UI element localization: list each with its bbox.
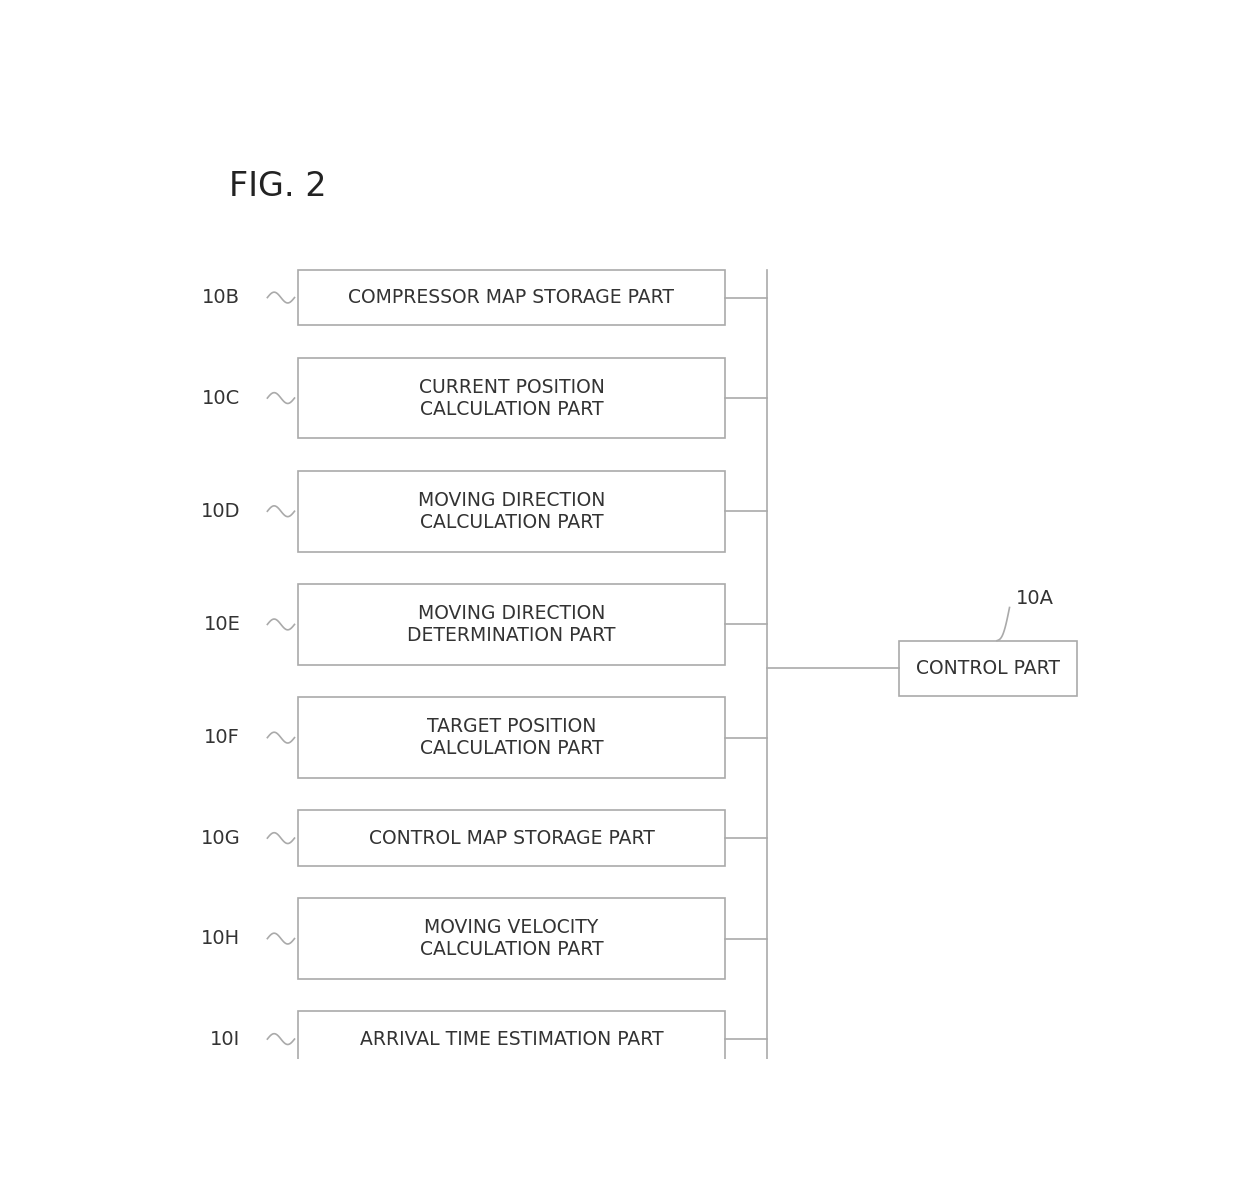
Text: CURRENT POSITION
CALCULATION PART: CURRENT POSITION CALCULATION PART bbox=[419, 377, 604, 419]
FancyBboxPatch shape bbox=[299, 358, 724, 438]
FancyBboxPatch shape bbox=[299, 584, 724, 665]
FancyBboxPatch shape bbox=[299, 697, 724, 778]
Text: 10F: 10F bbox=[205, 728, 241, 747]
Text: 10D: 10D bbox=[201, 502, 241, 521]
Text: MOVING VELOCITY
CALCULATION PART: MOVING VELOCITY CALCULATION PART bbox=[419, 919, 604, 959]
Text: MOVING DIRECTION
CALCULATION PART: MOVING DIRECTION CALCULATION PART bbox=[418, 490, 605, 532]
FancyBboxPatch shape bbox=[299, 1012, 724, 1066]
Text: CONTROL MAP STORAGE PART: CONTROL MAP STORAGE PART bbox=[368, 828, 655, 847]
Text: ARRIVAL TIME ESTIMATION PART: ARRIVAL TIME ESTIMATION PART bbox=[360, 1029, 663, 1048]
Text: 10E: 10E bbox=[203, 615, 241, 634]
Text: 10A: 10A bbox=[1016, 589, 1054, 608]
Text: TARGET POSITION
CALCULATION PART: TARGET POSITION CALCULATION PART bbox=[419, 718, 604, 758]
Text: FIG. 2: FIG. 2 bbox=[228, 170, 326, 202]
Text: MOVING DIRECTION
DETERMINATION PART: MOVING DIRECTION DETERMINATION PART bbox=[407, 605, 616, 645]
Text: 10H: 10H bbox=[201, 929, 241, 948]
FancyBboxPatch shape bbox=[299, 270, 724, 325]
FancyBboxPatch shape bbox=[299, 471, 724, 552]
Text: CONTROL PART: CONTROL PART bbox=[916, 659, 1060, 678]
FancyBboxPatch shape bbox=[299, 898, 724, 979]
FancyBboxPatch shape bbox=[899, 640, 1078, 696]
Text: 10I: 10I bbox=[210, 1029, 241, 1048]
Text: COMPRESSOR MAP STORAGE PART: COMPRESSOR MAP STORAGE PART bbox=[348, 288, 675, 307]
Text: 10B: 10B bbox=[202, 288, 241, 307]
Text: 10C: 10C bbox=[202, 389, 241, 407]
Text: 10G: 10G bbox=[201, 828, 241, 847]
FancyBboxPatch shape bbox=[299, 810, 724, 866]
